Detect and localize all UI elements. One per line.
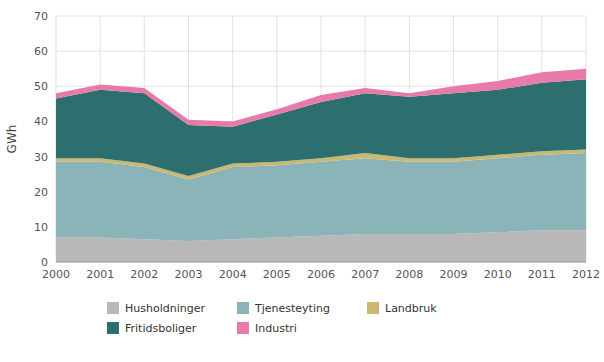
chart: 0102030405060702000200120022003200420052… <box>0 0 604 362</box>
x-tick-label: 2009 <box>440 268 468 281</box>
area <box>56 153 586 241</box>
area <box>56 79 586 176</box>
x-tick-label: 2000 <box>42 268 70 281</box>
x-tick-label: 2003 <box>175 268 203 281</box>
y-tick-label: 30 <box>34 151 48 164</box>
legend-label: Industri <box>255 322 297 335</box>
y-axis-label: GWh <box>5 125 19 154</box>
x-tick-label: 2002 <box>130 268 158 281</box>
legend-label: Husholdninger <box>125 302 205 315</box>
y-tick-label: 70 <box>34 10 48 23</box>
x-tick-label: 2004 <box>219 268 247 281</box>
x-tick-label: 2001 <box>86 268 114 281</box>
legend-label: Tjenesteyting <box>254 302 330 315</box>
x-tick-label: 2011 <box>528 268 556 281</box>
x-tick-label: 2008 <box>395 268 423 281</box>
legend-swatch <box>237 322 249 334</box>
legend-swatch <box>107 322 119 334</box>
legend: Husholdninger Tjenesteyting Landbruk Fritid… <box>107 302 437 335</box>
areas <box>56 69 586 262</box>
y-grid-line <box>56 262 586 263</box>
x-tick-label: 2010 <box>484 268 512 281</box>
y-tick-label: 10 <box>34 221 48 234</box>
legend-swatch <box>107 302 119 314</box>
x-tick-label: 2006 <box>307 268 335 281</box>
y-tick-label: 20 <box>34 186 48 199</box>
y-tick-label: 50 <box>34 80 48 93</box>
x-tick-label: 2012 <box>572 268 600 281</box>
x-tick-label: 2005 <box>263 268 291 281</box>
x-tick-label: 2007 <box>351 268 379 281</box>
grid <box>56 16 586 262</box>
y-tick-label: 40 <box>34 115 48 128</box>
legend-swatch <box>367 302 379 314</box>
legend-swatch <box>237 302 249 314</box>
legend-label: Landbruk <box>385 302 437 315</box>
x-axis-line <box>56 262 586 263</box>
area <box>56 69 586 127</box>
legend-label: Fritidsboliger <box>125 322 197 335</box>
y-tick-label: 60 <box>34 45 48 58</box>
